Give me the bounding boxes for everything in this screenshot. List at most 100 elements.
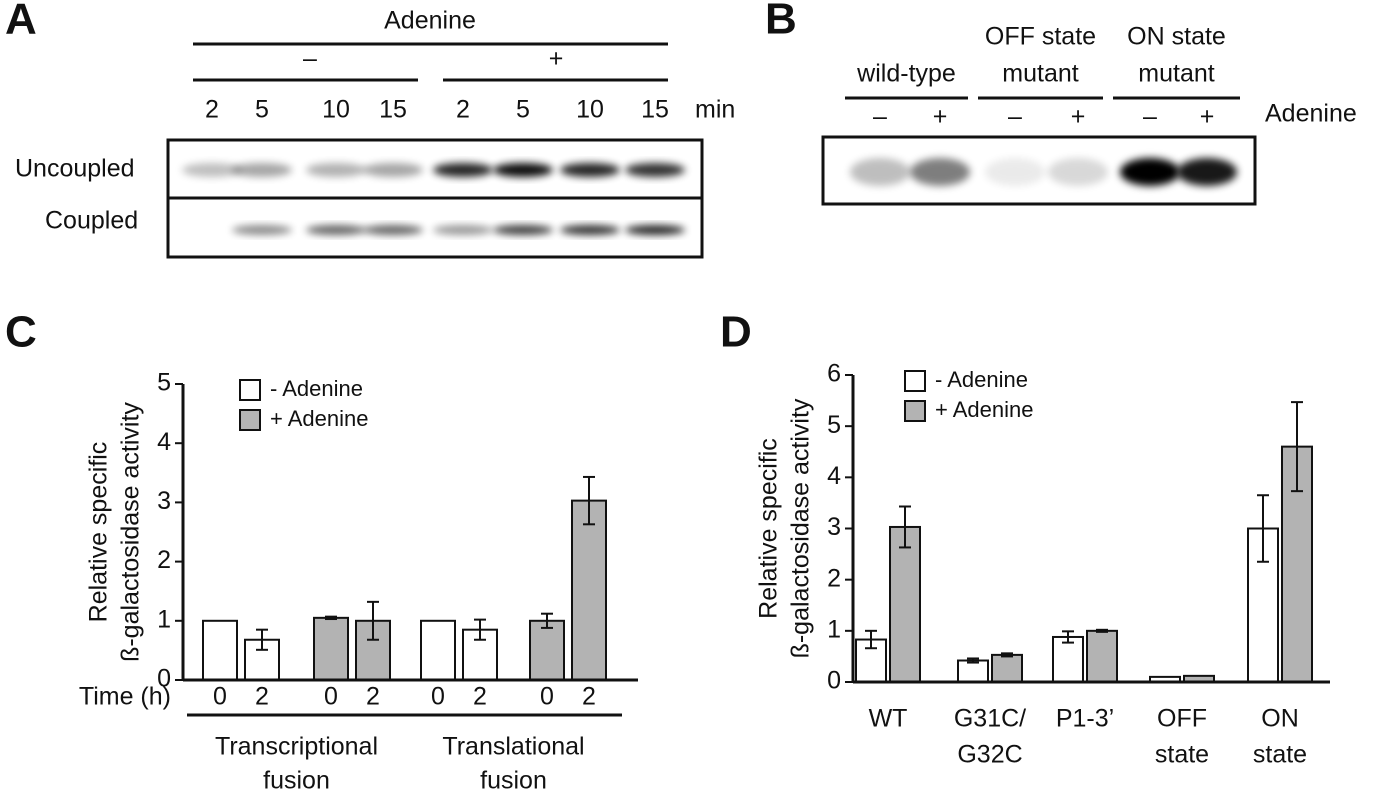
- plus-label: +: [549, 45, 564, 73]
- y-tick-label: 3: [157, 487, 171, 515]
- x-tick-label: 0: [540, 683, 554, 711]
- x-tick-label: 2: [582, 683, 596, 711]
- error-bar: [899, 505, 911, 549]
- x-tick-label: P1-3’: [1056, 705, 1114, 733]
- band: [493, 163, 553, 177]
- band: [1120, 158, 1180, 186]
- group-label: ON state: [1127, 23, 1226, 51]
- x-tick-label: G32C: [957, 741, 1022, 769]
- legend-label: - Adenine: [935, 367, 1028, 392]
- legend-swatch: [239, 409, 261, 431]
- error-bar: [1291, 401, 1303, 493]
- panel-label: D: [720, 308, 752, 357]
- x-tick-label: ON: [1261, 705, 1299, 733]
- y-axis-label: Relative specific: [85, 442, 113, 623]
- time-label: 5: [516, 96, 530, 124]
- x-tick-label: G31C/: [954, 705, 1026, 733]
- band: [433, 225, 493, 235]
- band: [625, 225, 685, 235]
- group-label: Transcriptional: [215, 733, 378, 761]
- x-tick-label: state: [1253, 741, 1307, 769]
- group-label: wild-type: [856, 60, 956, 88]
- row-label: Coupled: [45, 207, 138, 235]
- error-bar: [474, 618, 486, 641]
- y-axis-label: ß-galactosidase activity: [787, 398, 815, 658]
- treatment-label: Adenine: [384, 7, 476, 35]
- y-tick-label: 1: [827, 615, 841, 643]
- panel-label: C: [5, 308, 37, 357]
- band: [363, 163, 423, 177]
- y-tick-label: 2: [827, 564, 841, 592]
- sign-label: +: [933, 103, 948, 131]
- group-label: fusion: [263, 767, 330, 795]
- group-label: mutant: [1138, 60, 1214, 88]
- x-tick-label: 0: [213, 683, 227, 711]
- band: [560, 163, 620, 177]
- time-label: 15: [641, 96, 669, 124]
- x-axis-label: Time (h): [79, 683, 171, 711]
- group-label: fusion: [480, 767, 547, 795]
- y-tick-label: 4: [157, 428, 171, 456]
- y-tick-label: 4: [827, 462, 841, 490]
- unit-label: min: [695, 96, 735, 124]
- panel-label: B: [765, 0, 797, 44]
- x-tick-label: state: [1155, 741, 1209, 769]
- minus-label: –: [303, 45, 317, 73]
- sign-label: –: [873, 103, 887, 131]
- bar: [991, 653, 1023, 683]
- x-tick-label: OFF: [1157, 705, 1207, 733]
- band: [306, 225, 366, 235]
- treatment-label: Adenine: [1265, 100, 1357, 128]
- band: [625, 163, 685, 177]
- time-label: 5: [255, 96, 269, 124]
- y-tick-label: 1: [157, 605, 171, 633]
- gel: [850, 158, 1237, 186]
- band: [232, 163, 292, 177]
- band: [1177, 158, 1237, 186]
- legend-label: + Adenine: [270, 406, 368, 431]
- bar: [420, 619, 456, 681]
- x-tick-label: 0: [431, 683, 445, 711]
- x-tick-label: WT: [869, 705, 908, 733]
- time-label: 10: [576, 96, 604, 124]
- bar: [957, 659, 989, 684]
- error-bar: [1001, 652, 1013, 658]
- error-bar: [256, 628, 268, 651]
- band: [560, 225, 620, 235]
- y-axis-label: Relative specific: [755, 438, 783, 619]
- band: [850, 158, 910, 186]
- sign-label: –: [1008, 103, 1022, 131]
- error-bar: [1257, 494, 1269, 563]
- time-label: 2: [205, 96, 219, 124]
- error-bar: [967, 657, 979, 664]
- y-tick-label: 5: [157, 369, 171, 397]
- x-tick-label: 0: [324, 683, 338, 711]
- sign-label: +: [1071, 103, 1086, 131]
- legend-swatch: [239, 379, 261, 401]
- y-tick-label: 6: [827, 360, 841, 388]
- y-tick-label: 2: [157, 546, 171, 574]
- y-axis-label: ß-galactosidase activity: [117, 402, 145, 662]
- bar: [529, 619, 565, 681]
- band: [1048, 158, 1108, 186]
- band: [232, 225, 292, 235]
- error-bar: [367, 600, 379, 641]
- band: [910, 158, 970, 186]
- sign-label: –: [1143, 103, 1157, 131]
- error-bar: [541, 612, 553, 629]
- bar: [313, 616, 349, 682]
- gel-frame: [821, 135, 1257, 206]
- y-tick-label: 0: [157, 665, 171, 693]
- error-bar: [1096, 628, 1108, 633]
- error-bar: [1062, 630, 1074, 644]
- legend-label: - Adenine: [270, 376, 363, 401]
- panel-label: A: [5, 0, 37, 44]
- bar: [889, 525, 921, 684]
- gel: [182, 163, 685, 235]
- bar: [1086, 629, 1118, 683]
- row-label: Uncoupled: [15, 155, 135, 183]
- error-bar: [325, 615, 337, 621]
- band: [493, 225, 553, 235]
- time-label: 2: [456, 96, 470, 124]
